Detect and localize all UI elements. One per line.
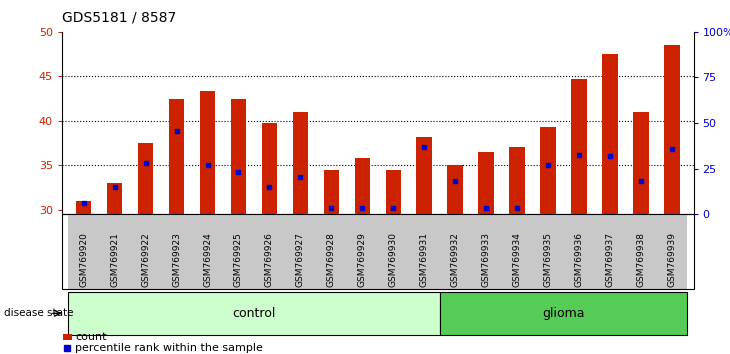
Text: GSM769939: GSM769939 <box>667 232 676 287</box>
Text: GSM769920: GSM769920 <box>80 232 88 287</box>
Text: GSM769928: GSM769928 <box>327 232 336 287</box>
Bar <box>478 152 494 214</box>
Text: GSM769923: GSM769923 <box>172 232 181 287</box>
Text: percentile rank within the sample: percentile rank within the sample <box>75 343 263 353</box>
Text: GSM769922: GSM769922 <box>141 232 150 287</box>
Bar <box>231 98 246 214</box>
Bar <box>385 170 401 214</box>
Text: GSM769927: GSM769927 <box>296 232 305 287</box>
Text: GSM769925: GSM769925 <box>234 232 243 287</box>
Bar <box>417 137 432 214</box>
Text: GSM769934: GSM769934 <box>512 232 521 287</box>
Text: GSM769938: GSM769938 <box>637 232 645 287</box>
Bar <box>355 158 370 214</box>
Bar <box>572 79 587 214</box>
Bar <box>510 148 525 214</box>
Bar <box>76 201 91 214</box>
Text: GSM769931: GSM769931 <box>420 232 429 287</box>
Text: GSM769926: GSM769926 <box>265 232 274 287</box>
Text: disease state: disease state <box>4 308 73 318</box>
Text: GSM769937: GSM769937 <box>605 232 615 287</box>
Bar <box>540 127 556 214</box>
Bar <box>261 124 277 214</box>
Bar <box>107 183 123 214</box>
Text: GSM769936: GSM769936 <box>575 232 583 287</box>
Bar <box>293 112 308 214</box>
Bar <box>633 112 649 214</box>
Bar <box>447 165 463 214</box>
Text: GSM769929: GSM769929 <box>358 232 366 287</box>
Text: GSM769935: GSM769935 <box>544 232 553 287</box>
Bar <box>169 98 184 214</box>
Text: GSM769924: GSM769924 <box>203 232 212 287</box>
Bar <box>138 143 153 214</box>
Text: glioma: glioma <box>542 307 585 320</box>
Text: GSM769932: GSM769932 <box>450 232 460 287</box>
Text: control: control <box>232 307 276 320</box>
Text: GSM769933: GSM769933 <box>482 232 491 287</box>
Bar <box>323 170 339 214</box>
Bar <box>664 45 680 214</box>
Bar <box>200 91 215 214</box>
Text: count: count <box>75 332 107 342</box>
Text: GSM769930: GSM769930 <box>389 232 398 287</box>
Bar <box>602 54 618 214</box>
Text: GDS5181 / 8587: GDS5181 / 8587 <box>62 11 177 25</box>
Text: GSM769921: GSM769921 <box>110 232 119 287</box>
